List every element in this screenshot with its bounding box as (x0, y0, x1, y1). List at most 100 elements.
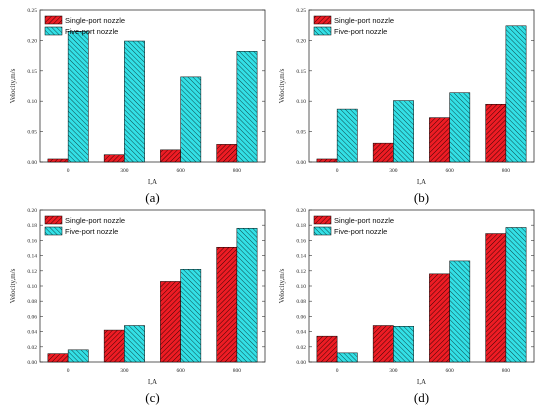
bar-five-port-0 (336, 352, 358, 363)
x-axis-label: I,A (148, 178, 157, 186)
y-tick-label: 0.14 (27, 254, 37, 260)
chart-panel-4: 0.00 0.02 0.04 0.06 0.08 0.10 0.12 0.14 0.16 0.18… (278, 208, 535, 405)
x-tick-label: 800 (233, 368, 242, 374)
y-tick-label: 0.10 (296, 284, 306, 290)
legend-swatch-single-port (313, 15, 332, 25)
legend-label-single-port: Single-port nozzle (334, 16, 394, 25)
y-tick-label: 0.06 (296, 314, 306, 320)
bar-single-port-300 (103, 329, 125, 363)
y-tick-label: 0.25 (27, 8, 37, 14)
bar-five-port-300 (124, 40, 145, 163)
bar-single-port-800 (485, 233, 507, 363)
bar-single-port-600 (429, 117, 450, 163)
panel-label: (b) (414, 190, 429, 205)
legend-swatch-single-port (44, 215, 63, 225)
bar-five-port-800 (236, 227, 258, 363)
legend: Single-port nozzle Five-port nozzle (44, 215, 125, 236)
y-tick-label: 0.20 (296, 208, 306, 214)
bar-single-port-300 (103, 154, 125, 163)
panel-label: (c) (145, 390, 159, 405)
y-tick-label: 0.20 (27, 208, 37, 214)
bar-single-port-0 (316, 335, 338, 363)
chart-panel-3: 0.00 0.02 0.04 0.06 0.08 0.10 0.12 0.14 0.16 0.18… (9, 208, 266, 405)
y-tick-label: 0.16 (27, 238, 37, 244)
x-tick-label: 0 (336, 368, 339, 374)
legend-swatch-five-port (313, 26, 332, 36)
legend-label-five-port: Five-port nozzle (65, 227, 118, 236)
y-tick-label: 0.10 (27, 99, 37, 105)
plot-frame (39, 9, 266, 163)
y-tick-label: 0.00 (296, 360, 306, 366)
x-tick-label: 300 (120, 168, 129, 174)
y-tick-label: 0.16 (296, 238, 306, 244)
y-tick-label: 0.02 (27, 345, 37, 351)
y-tick-label: 0.00 (296, 160, 306, 166)
y-tick-label: 0.05 (27, 130, 37, 136)
panel-label: (a) (145, 190, 159, 205)
legend-label-five-port: Five-port nozzle (334, 227, 387, 236)
x-tick-label: 0 (336, 168, 339, 174)
bar-single-port-800 (485, 103, 507, 163)
x-tick-label: 0 (67, 368, 70, 374)
y-tick-label: 0.15 (27, 69, 37, 75)
y-tick-label: 0.04 (27, 330, 37, 336)
y-tick-label: 0.20 (27, 38, 37, 44)
bar-single-port-300 (372, 142, 394, 163)
y-tick-label: 0.18 (27, 223, 37, 229)
bar-single-port-0 (316, 158, 338, 163)
bar-single-port-800 (216, 144, 238, 163)
bar-five-port-0 (67, 349, 89, 363)
bar-single-port-600 (160, 149, 181, 163)
y-tick-label: 0.00 (27, 160, 37, 166)
y-tick-label: 0.08 (27, 299, 37, 305)
bar-five-port-600 (449, 92, 471, 163)
bar-five-port-600 (449, 260, 471, 363)
y-tick-label: 0.02 (296, 345, 306, 351)
legend-label-single-port: Single-port nozzle (65, 216, 125, 225)
plot-frame (308, 9, 535, 163)
bar-single-port-600 (429, 273, 450, 363)
y-tick-label: 0.10 (27, 284, 37, 290)
x-tick-label: 600 (177, 368, 186, 374)
y-axis-label: Velocity,m/s (9, 68, 17, 103)
bar-five-port-800 (505, 227, 527, 363)
y-tick-label: 0.25 (296, 8, 306, 14)
bar-single-port-300 (372, 325, 394, 363)
legend-swatch-five-port (44, 26, 63, 36)
y-tick-label: 0.10 (296, 99, 306, 105)
x-tick-label: 800 (502, 368, 511, 374)
y-tick-label: 0.14 (296, 254, 306, 260)
legend-swatch-five-port (313, 226, 332, 236)
y-axis-label: Velocity,m/s (278, 268, 286, 303)
legend-swatch-single-port (313, 215, 332, 225)
bar-five-port-300 (124, 325, 145, 363)
bar-single-port-0 (47, 353, 69, 363)
x-tick-label: 300 (120, 368, 129, 374)
bar-five-port-600 (180, 269, 202, 363)
legend-swatch-five-port (44, 226, 63, 236)
bar-five-port-800 (236, 51, 258, 163)
x-axis-label: I,A (148, 378, 157, 386)
legend: Single-port nozzle Five-port nozzle (44, 15, 125, 36)
y-tick-label: 0.18 (296, 223, 306, 229)
legend-label-five-port: Five-port nozzle (65, 27, 118, 36)
x-tick-label: 600 (446, 368, 455, 374)
bar-five-port-800 (505, 25, 527, 163)
legend: Single-port nozzle Five-port nozzle (313, 15, 394, 36)
legend-label-five-port: Five-port nozzle (334, 27, 387, 36)
x-axis-label: I,A (417, 378, 426, 386)
bar-five-port-300 (393, 100, 414, 163)
bar-five-port-600 (180, 76, 202, 163)
y-tick-label: 0.00 (27, 360, 37, 366)
y-tick-label: 0.12 (27, 269, 37, 275)
y-axis-label: Velocity,m/s (9, 268, 17, 303)
y-tick-label: 0.15 (296, 69, 306, 75)
legend-label-single-port: Single-port nozzle (334, 216, 394, 225)
x-tick-label: 300 (389, 168, 398, 174)
x-tick-label: 800 (502, 168, 511, 174)
x-tick-label: 600 (177, 168, 186, 174)
legend: Single-port nozzle Five-port nozzle (313, 215, 394, 236)
legend-label-single-port: Single-port nozzle (65, 16, 125, 25)
y-tick-label: 0.08 (296, 299, 306, 305)
y-tick-label: 0.06 (27, 314, 37, 320)
